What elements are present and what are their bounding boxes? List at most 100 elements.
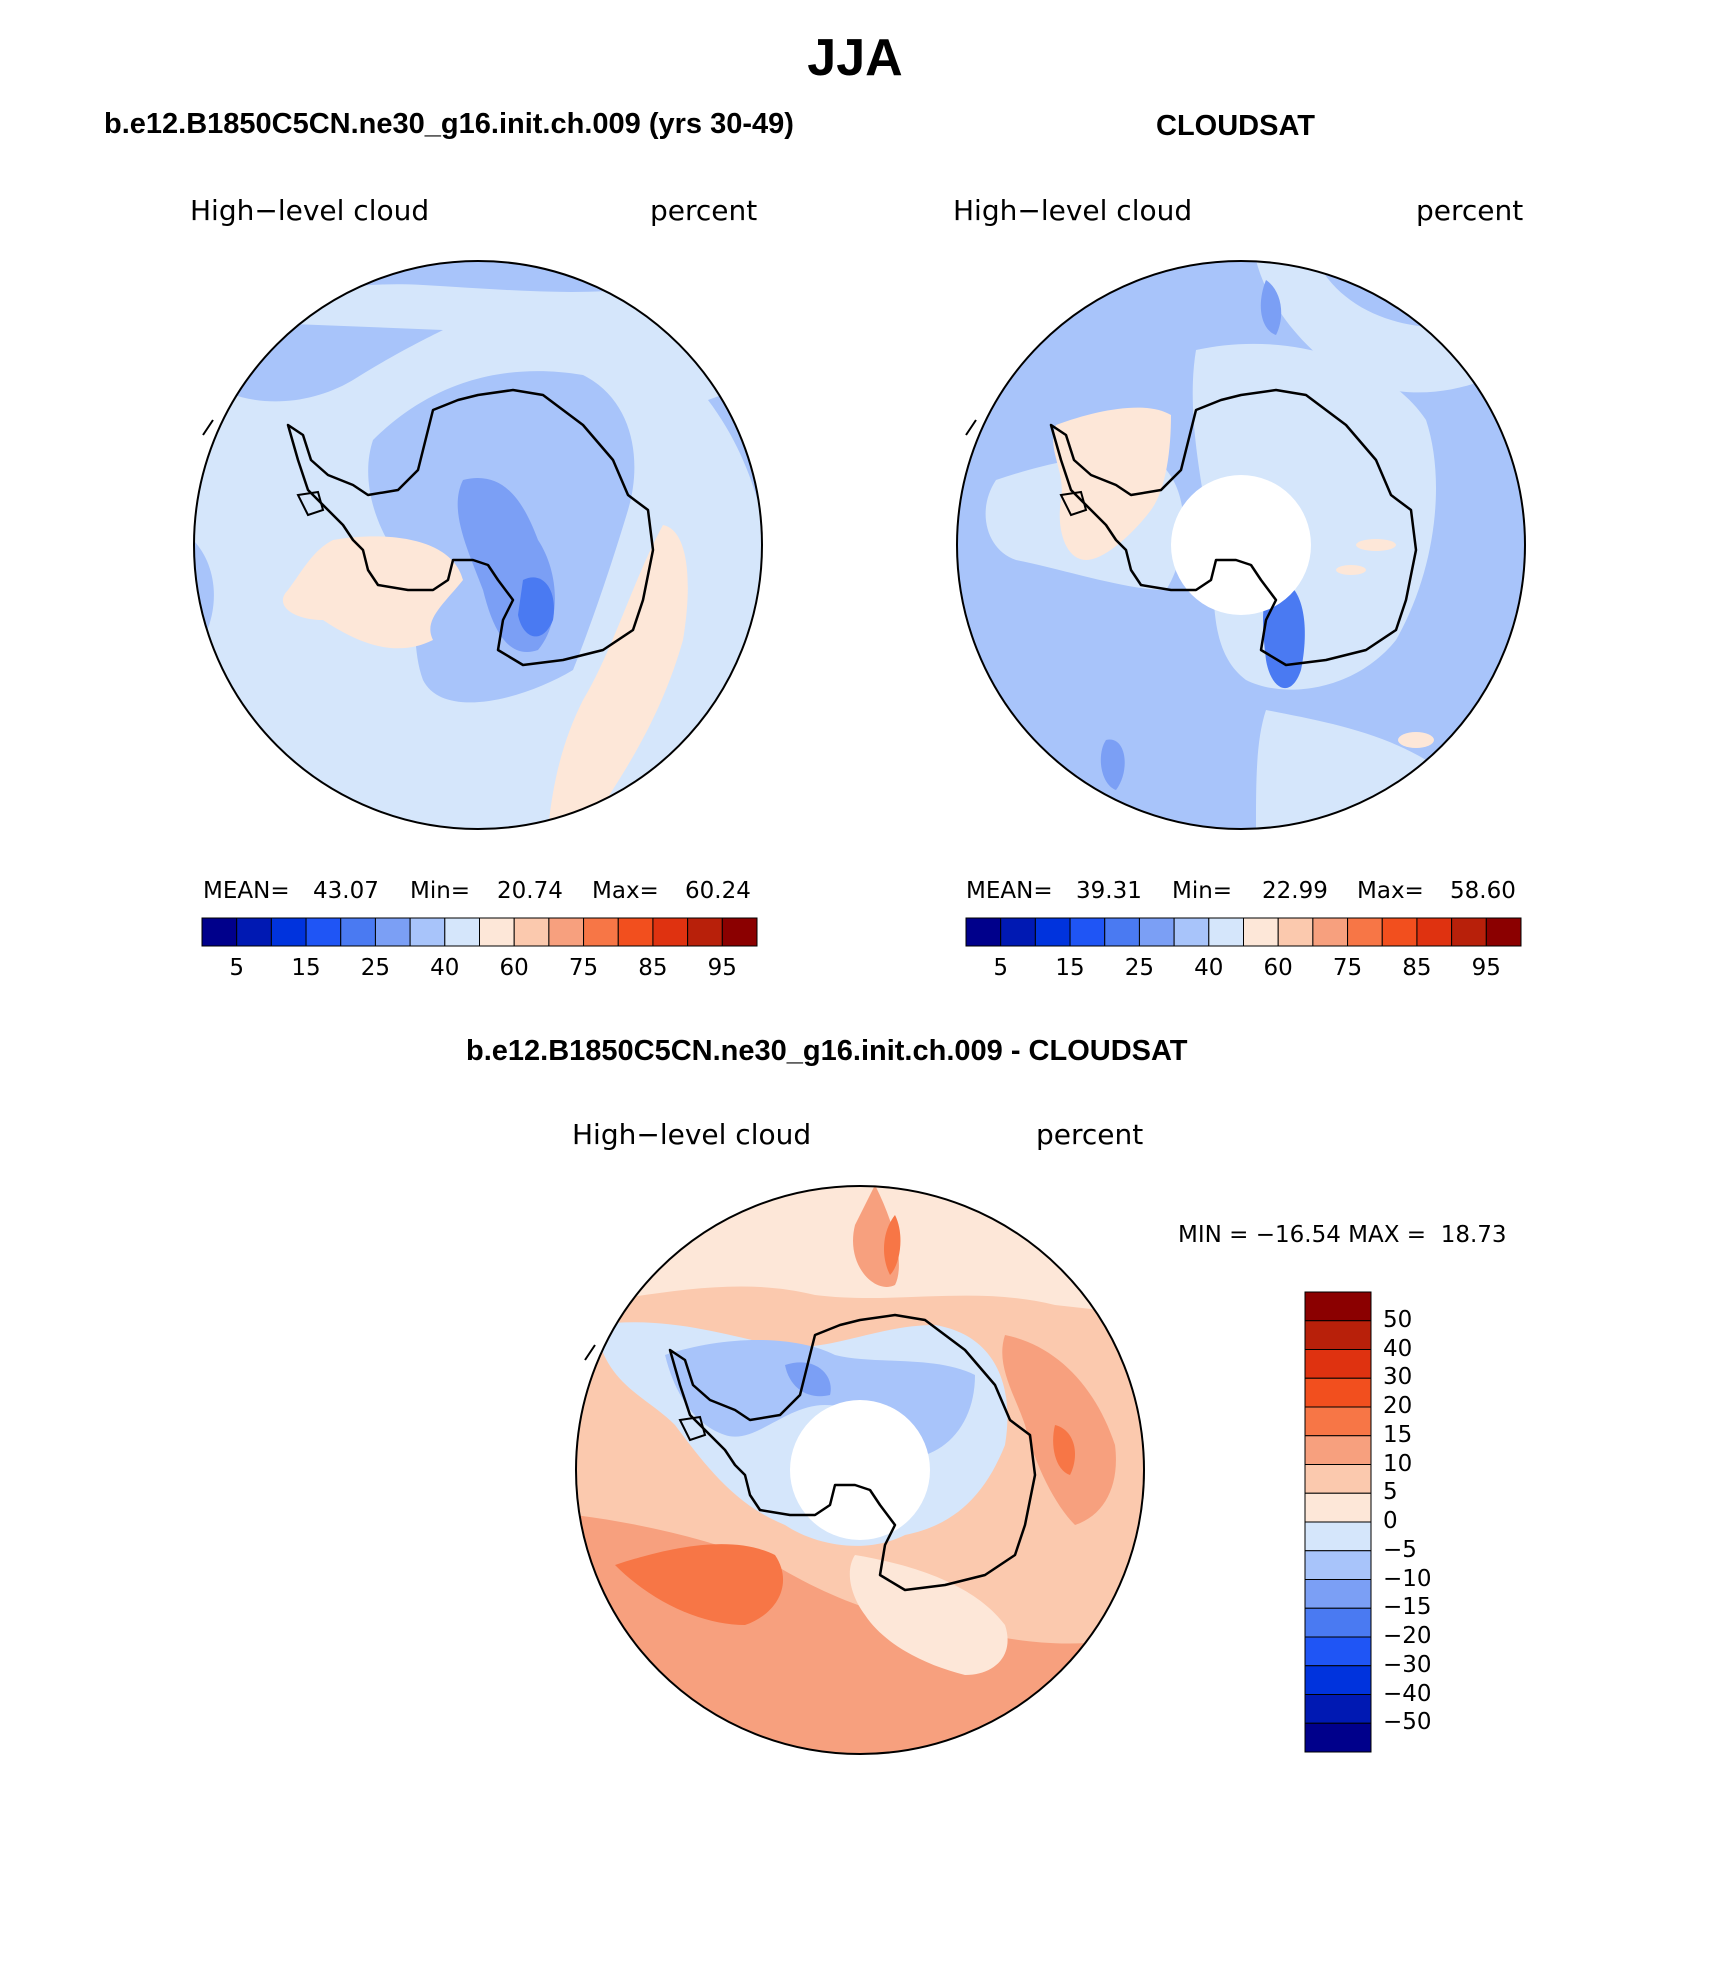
diff-colorbar-box bbox=[1304, 1607, 1372, 1638]
obs-colorbar-box bbox=[1000, 917, 1036, 947]
model-colorbar-box bbox=[305, 917, 342, 947]
model-colorbar-box bbox=[721, 917, 758, 947]
model-max-label: Max= bbox=[592, 878, 659, 904]
diff-colorbar-tick-label: −40 bbox=[1383, 1680, 1432, 1707]
diff-colorbar bbox=[1304, 1291, 1372, 1753]
obs-colorbar-tick-label: 15 bbox=[1055, 955, 1085, 981]
model-panel-title: b.e12.B1850C5CN.ne30_g16.init.ch.009 (yr… bbox=[104, 108, 794, 140]
obs-min-value: 22.99 bbox=[1262, 878, 1328, 904]
obs-panel-title: CLOUDSAT bbox=[1156, 110, 1315, 142]
obs-colorbar-box bbox=[1312, 917, 1349, 947]
diff-colorbar-box bbox=[1304, 1291, 1372, 1322]
obs-max-label: Max= bbox=[1357, 878, 1424, 904]
model-colorbar-box bbox=[374, 917, 411, 947]
diff-colorbar-box bbox=[1304, 1406, 1372, 1437]
diff-colorbar-tick-label: 20 bbox=[1383, 1393, 1413, 1419]
diff-colorbar-box bbox=[1304, 1521, 1372, 1552]
diff-colorbar-box bbox=[1304, 1377, 1372, 1408]
model-colorbar-tick-label: 40 bbox=[430, 955, 460, 981]
diff-colorbar-tick-label: −50 bbox=[1383, 1709, 1432, 1736]
diff-colorbar-box bbox=[1304, 1492, 1372, 1523]
diff-colorbar-tick-label: 30 bbox=[1383, 1364, 1413, 1391]
model-polar-map bbox=[193, 260, 763, 830]
diff-colorbar-box bbox=[1304, 1579, 1372, 1609]
diff-minmax-text: MIN = −16.54 MAX = 18.73 bbox=[1178, 1222, 1507, 1248]
model-colorbar-box bbox=[479, 917, 515, 947]
diff-colorbar-tick-label: −10 bbox=[1383, 1565, 1432, 1592]
obs-colorbar-box bbox=[1173, 917, 1210, 947]
model-colorbar-box bbox=[513, 917, 550, 947]
model-colorbar-box bbox=[687, 917, 723, 947]
obs-units-label: percent bbox=[1416, 194, 1524, 227]
model-colorbar bbox=[201, 917, 758, 947]
model-colorbar-box bbox=[652, 917, 689, 947]
obs-colorbar-tick-label: 75 bbox=[1332, 955, 1363, 981]
diff-panel-title: b.e12.B1850C5CN.ne30_g16.init.ch.009 - C… bbox=[466, 1035, 1188, 1067]
diff-colorbar-box bbox=[1304, 1320, 1372, 1350]
obs-colorbar-box bbox=[965, 917, 1002, 947]
model-mean-label: MEAN= bbox=[203, 878, 290, 904]
diff-colorbar-box bbox=[1304, 1722, 1372, 1753]
obs-colorbar-tick-label: 85 bbox=[1402, 955, 1432, 981]
diff-colorbar-box bbox=[1304, 1694, 1372, 1724]
obs-colorbar-box bbox=[1104, 917, 1140, 947]
diff-colorbar-tick-label: −30 bbox=[1383, 1651, 1432, 1678]
diff-variable-label: High−level cloud bbox=[572, 1118, 812, 1151]
diff-colorbar-tick-label: 5 bbox=[1383, 1479, 1398, 1506]
model-min-value: 20.74 bbox=[497, 878, 563, 904]
model-max-value: 60.24 bbox=[685, 878, 751, 904]
diff-colorbar-tick-label: 0 bbox=[1383, 1508, 1398, 1534]
diff-colorbar-tick-label: 15 bbox=[1383, 1421, 1413, 1448]
obs-colorbar-box bbox=[1138, 917, 1175, 947]
model-mean-value: 43.07 bbox=[313, 878, 379, 904]
model-colorbar-box bbox=[444, 917, 480, 947]
model-colorbar-tick-label: 15 bbox=[291, 955, 321, 981]
diff-colorbar-box bbox=[1304, 1550, 1372, 1580]
obs-colorbar-box bbox=[1381, 917, 1418, 947]
model-colorbar-tick-label: 75 bbox=[568, 955, 599, 981]
obs-mean-label: MEAN= bbox=[966, 878, 1053, 904]
obs-polar-map bbox=[956, 260, 1526, 830]
model-colorbar-tick-label: 95 bbox=[707, 955, 737, 981]
obs-max-value: 58.60 bbox=[1450, 878, 1516, 904]
diff-colorbar-box bbox=[1304, 1665, 1372, 1695]
model-colorbar-tick-label: 60 bbox=[499, 955, 529, 981]
obs-colorbar-tick-label: 40 bbox=[1194, 955, 1224, 981]
diff-colorbar-box bbox=[1304, 1349, 1372, 1379]
model-min-label: Min= bbox=[410, 878, 471, 904]
model-colorbar-tick-label: 85 bbox=[638, 955, 668, 981]
obs-colorbar-box bbox=[1347, 917, 1383, 947]
obs-colorbar-box bbox=[1451, 917, 1487, 947]
diff-colorbar-tick-label: −15 bbox=[1383, 1594, 1432, 1621]
model-colorbar-box bbox=[340, 917, 376, 947]
model-colorbar-box bbox=[201, 917, 238, 947]
obs-colorbar-box bbox=[1208, 917, 1244, 947]
diff-colorbar-tick-label: 40 bbox=[1383, 1335, 1413, 1362]
model-variable-label: High−level cloud bbox=[190, 194, 430, 227]
obs-colorbar-box bbox=[1277, 917, 1314, 947]
obs-colorbar-box bbox=[1416, 917, 1453, 947]
diff-colorbar-tick-label: 10 bbox=[1383, 1450, 1413, 1477]
figure-title: JJA bbox=[807, 29, 903, 87]
obs-mean-value: 39.31 bbox=[1076, 878, 1142, 904]
model-colorbar-box bbox=[548, 917, 585, 947]
model-colorbar-box bbox=[583, 917, 619, 947]
diff-colorbar-tick-label: 50 bbox=[1383, 1306, 1413, 1333]
obs-colorbar-tick-label: 5 bbox=[993, 955, 1008, 981]
diff-units-label: percent bbox=[1036, 1118, 1144, 1151]
diff-colorbar-box bbox=[1304, 1464, 1372, 1494]
diff-colorbar-tick-label: −5 bbox=[1383, 1536, 1417, 1563]
model-colorbar-box bbox=[409, 917, 446, 947]
obs-colorbar-box bbox=[1069, 917, 1106, 947]
model-colorbar-box bbox=[617, 917, 654, 947]
model-colorbar-tick-label: 25 bbox=[360, 955, 391, 981]
obs-colorbar-box bbox=[1485, 917, 1522, 947]
model-colorbar-box bbox=[236, 917, 272, 947]
model-units-label: percent bbox=[650, 194, 758, 227]
diff-colorbar-box bbox=[1304, 1435, 1372, 1465]
model-colorbar-box bbox=[270, 917, 307, 947]
obs-variable-label: High−level cloud bbox=[953, 194, 1193, 227]
diff-colorbar-box bbox=[1304, 1636, 1372, 1667]
obs-colorbar-tick-label: 25 bbox=[1124, 955, 1155, 981]
obs-colorbar bbox=[965, 917, 1522, 947]
